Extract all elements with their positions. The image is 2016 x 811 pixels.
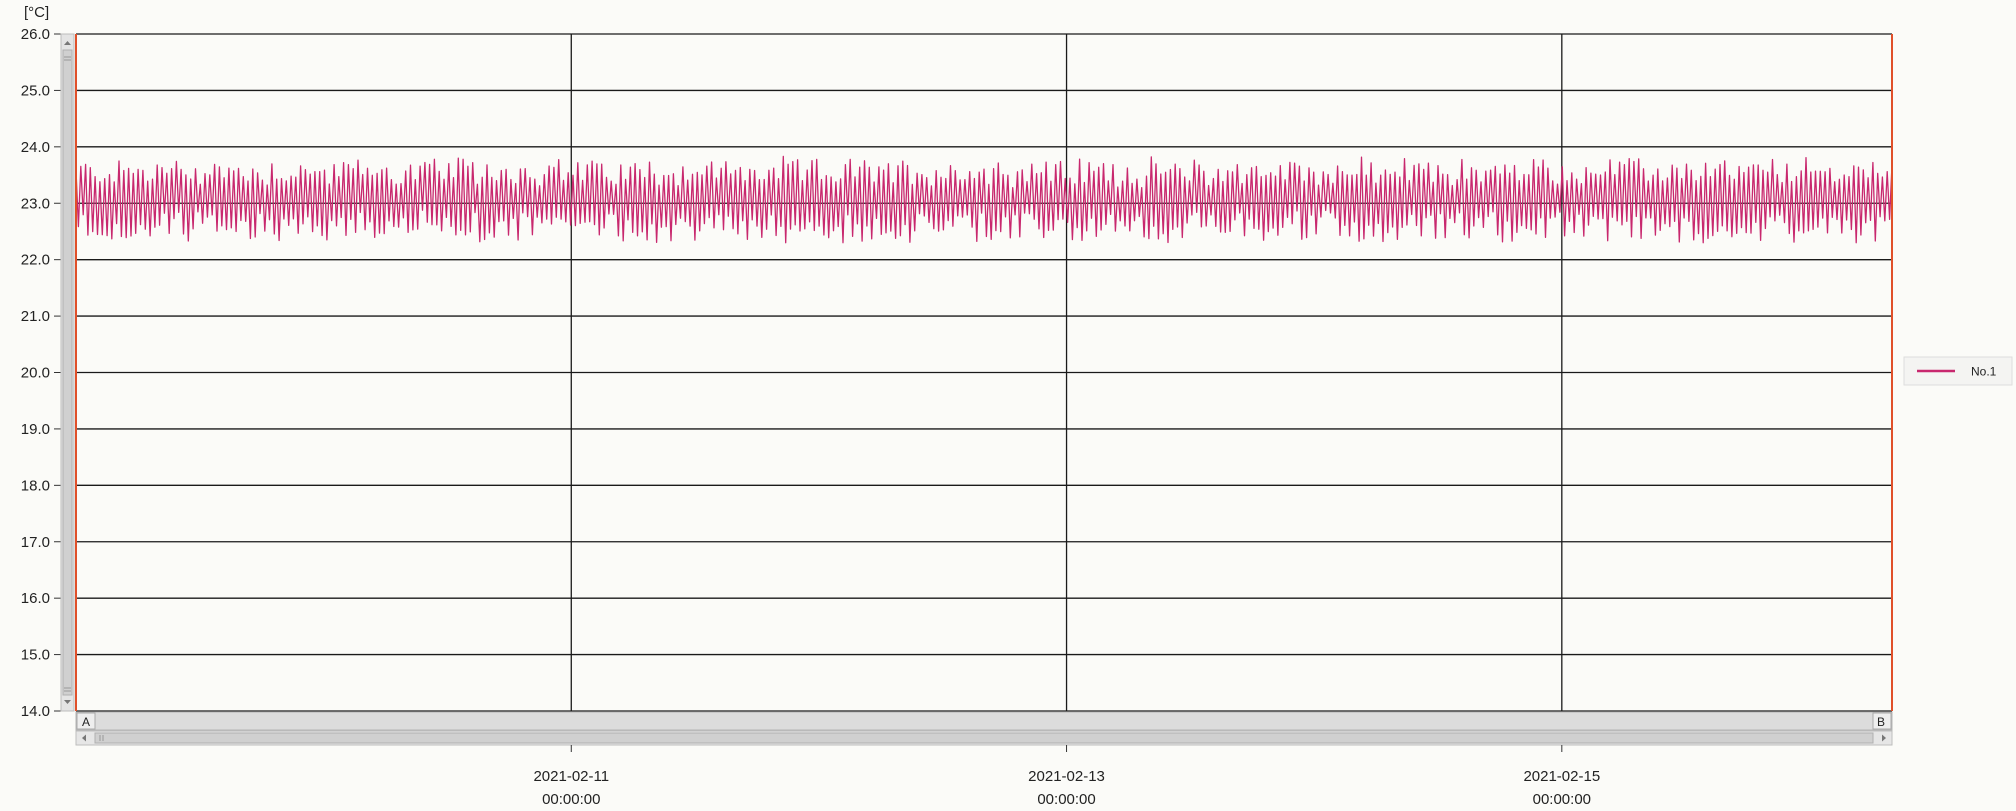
range-marker-a: A: [82, 715, 90, 729]
vertical-scroll-thumb[interactable]: [62, 49, 73, 696]
range-marker-b: B: [1877, 715, 1885, 729]
x-tick-date-label: 2021-02-15: [1523, 768, 1600, 785]
scroll-down-icon[interactable]: [64, 700, 71, 704]
x-axis-ticks: 2021-02-11 00:00:00 2021-02-13 00:00:00 2021…: [533, 745, 1600, 808]
legend-label-no1: No.1: [1971, 365, 1997, 379]
scroll-right-icon[interactable]: [1882, 734, 1886, 742]
y-tick-label: 15.0: [21, 647, 50, 664]
y-tick-label: 14.0: [21, 703, 50, 720]
y-tick-label: 20.0: [21, 365, 50, 382]
series-group: [75, 155, 1893, 244]
y-axis-ticks: 26.0 25.0 24.0 23.0 22.0 21.0 20.0 19.0 18.0 17.0…: [21, 26, 61, 720]
y-tick-label: 24.0: [21, 139, 50, 156]
x-tick-date-label: 2021-02-11: [533, 768, 609, 785]
y-tick-label: 26.0: [21, 26, 50, 43]
grid-lines: [76, 33, 1892, 712]
scroll-up-icon[interactable]: [64, 41, 71, 45]
y-axis-unit-label: [°C]: [24, 4, 49, 21]
range-handle-a[interactable]: [76, 712, 96, 730]
scroll-left-icon[interactable]: [82, 734, 86, 742]
x-tick-date-label: 2021-02-13: [1028, 768, 1105, 785]
y-tick-label: 22.0: [21, 252, 50, 269]
series-line-no1: [75, 155, 1893, 244]
legend: No.1: [1903, 356, 2013, 386]
y-tick-label: 16.0: [21, 590, 50, 607]
y-tick-label: 25.0: [21, 82, 50, 99]
y-tick-label: 17.0: [21, 534, 50, 551]
horizontal-scrollbar[interactable]: [75, 730, 1893, 746]
range-handle-b[interactable]: [1872, 712, 1892, 730]
horizontal-scroll-thumb[interactable]: [94, 732, 1874, 744]
range-bar[interactable]: A B: [75, 711, 1893, 731]
x-tick-time-label: 00:00:00: [542, 791, 600, 808]
y-tick-label: 23.0: [21, 195, 50, 212]
x-tick-time-label: 00:00:00: [1533, 791, 1591, 808]
x-tick-time-label: 00:00:00: [1037, 791, 1095, 808]
y-tick-label: 19.0: [21, 421, 50, 438]
vertical-scrollbar[interactable]: [60, 33, 75, 712]
y-tick-label: 21.0: [21, 308, 50, 325]
y-tick-label: 18.0: [21, 477, 50, 494]
